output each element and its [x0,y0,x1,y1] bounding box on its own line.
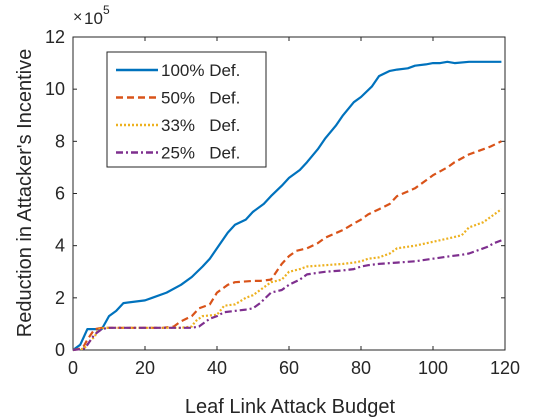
x-tick-label: 20 [135,358,155,378]
x-axis-label: Leaf Link Attack Budget [185,396,396,418]
y-axis-label: Reduction in Attacker's Incentive [14,49,36,337]
legend-label-4: 25% Def. [161,144,240,163]
y-tick-label: 0 [55,340,65,360]
x-tick-label: 100 [418,358,448,378]
series-line-3 [72,208,503,352]
y-tick-label: 6 [55,184,65,204]
x-tick-label: 120 [490,358,520,378]
legend-label-3: 33% Def. [161,116,240,135]
y-tick-label: 4 [55,236,65,256]
y-tick-label: 8 [55,131,65,151]
x-tick-label: 60 [279,358,299,378]
x-tick-label: 80 [351,358,371,378]
legend: 100% Def. 50% Def. 33% Def. 25% Def. [106,51,267,168]
y-tick-label: 12 [45,27,65,47]
axes-box [72,36,506,351]
plot-axes: 0 20 40 60 80 100 120 0 2 4 6 8 10 12 [45,27,520,378]
x-tick-label: 40 [207,358,227,378]
legend-label-1: 100% Def. [161,61,240,80]
y-tick-label: 10 [45,79,65,99]
legend-label-2: 50% Def. [161,89,240,108]
series-line-4 [72,239,502,352]
x-tick-label: 0 [68,358,78,378]
y-multiplier-base: 10 [84,9,103,28]
y-tick-label: 2 [55,288,65,308]
series-layer [72,60,503,352]
y-multiplier-exponent: 5 [103,3,110,17]
series-line-1 [72,60,502,351]
y-axis-multiplier: × 10 5 [73,3,110,28]
svg-text:×: × [73,9,82,26]
